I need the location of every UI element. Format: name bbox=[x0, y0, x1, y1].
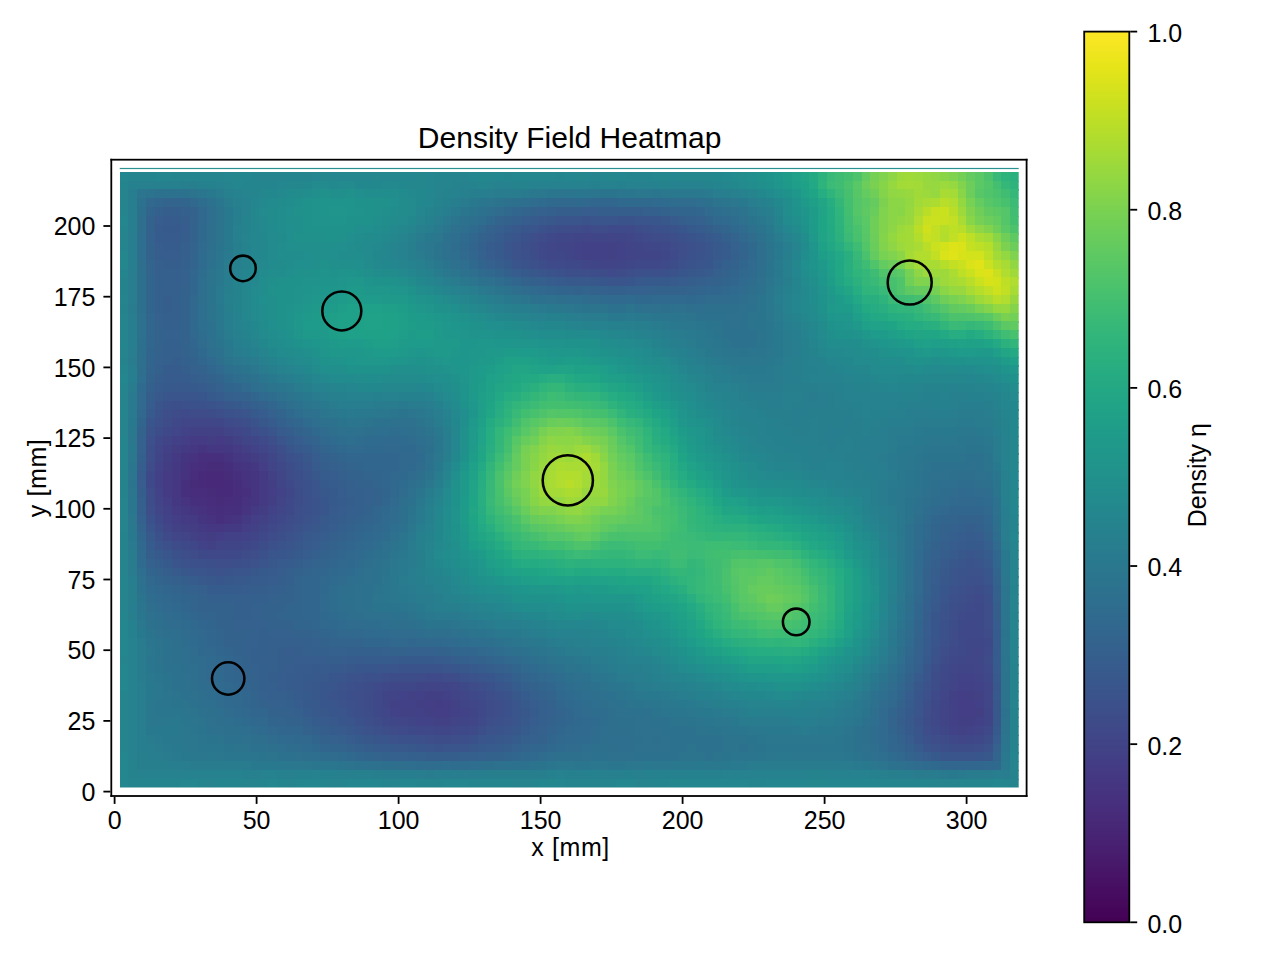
svg-text:50: 50 bbox=[68, 636, 96, 664]
svg-text:125: 125 bbox=[54, 424, 96, 452]
svg-text:150: 150 bbox=[54, 354, 96, 382]
svg-text:200: 200 bbox=[54, 212, 96, 240]
svg-text:y [mm]: y [mm] bbox=[23, 439, 51, 518]
svg-text:175: 175 bbox=[54, 283, 96, 311]
svg-text:0.2: 0.2 bbox=[1147, 732, 1182, 760]
svg-text:200: 200 bbox=[662, 806, 704, 834]
svg-text:100: 100 bbox=[54, 495, 96, 523]
svg-text:300: 300 bbox=[946, 806, 988, 834]
svg-text:Density η: Density η bbox=[1183, 423, 1211, 527]
svg-text:25: 25 bbox=[68, 707, 96, 735]
svg-text:250: 250 bbox=[804, 806, 846, 834]
svg-text:0.6: 0.6 bbox=[1147, 375, 1182, 403]
svg-text:0.0: 0.0 bbox=[1147, 910, 1182, 938]
svg-text:150: 150 bbox=[520, 806, 562, 834]
svg-text:50: 50 bbox=[243, 806, 271, 834]
svg-text:0: 0 bbox=[81, 778, 95, 806]
svg-text:0.8: 0.8 bbox=[1147, 197, 1182, 225]
svg-text:0: 0 bbox=[108, 806, 122, 834]
svg-text:0.4: 0.4 bbox=[1147, 553, 1182, 581]
svg-text:x [mm]: x [mm] bbox=[531, 833, 610, 861]
svg-text:100: 100 bbox=[378, 806, 420, 834]
svg-text:1.0: 1.0 bbox=[1147, 19, 1182, 47]
svg-text:75: 75 bbox=[68, 566, 96, 594]
svg-text:Density Field Heatmap: Density Field Heatmap bbox=[418, 121, 721, 154]
